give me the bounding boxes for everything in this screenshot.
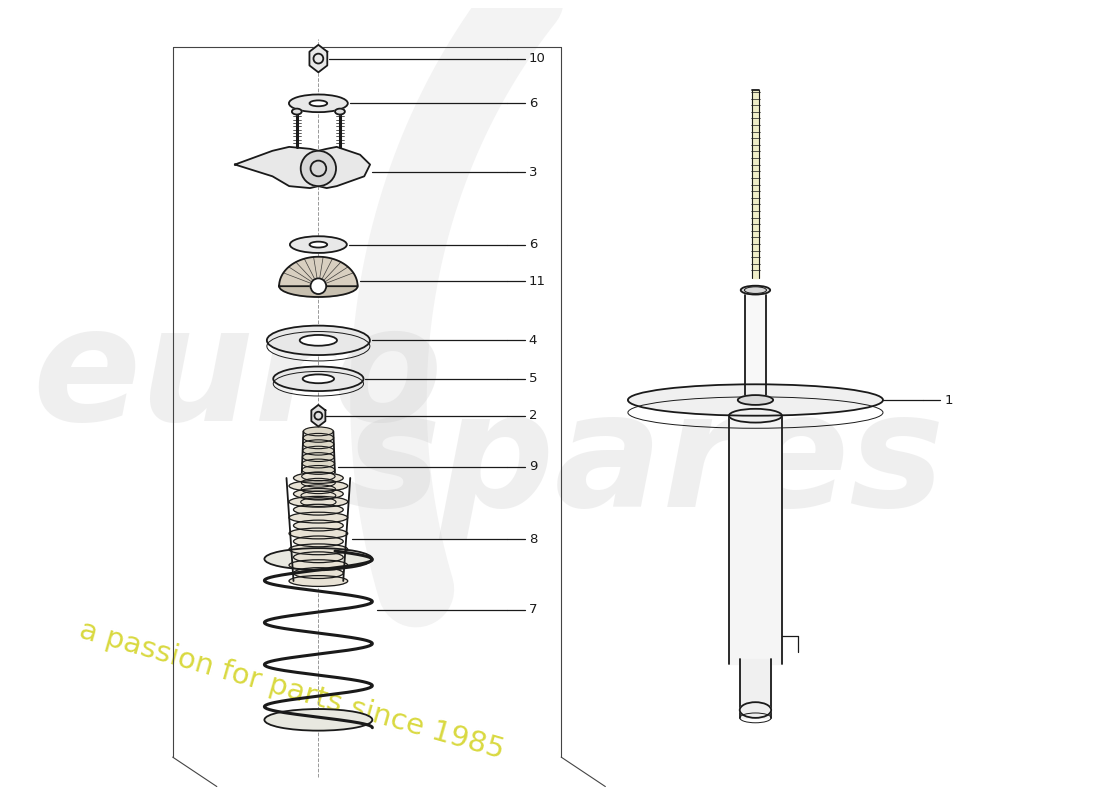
Text: 1: 1 <box>944 394 953 406</box>
Ellipse shape <box>628 384 883 416</box>
Ellipse shape <box>304 434 333 442</box>
Ellipse shape <box>289 560 348 570</box>
Ellipse shape <box>279 275 358 297</box>
Ellipse shape <box>301 478 336 487</box>
Text: a passion for parts since 1985: a passion for parts since 1985 <box>76 616 507 765</box>
Ellipse shape <box>301 466 334 474</box>
Ellipse shape <box>289 496 348 507</box>
Ellipse shape <box>264 709 372 730</box>
Ellipse shape <box>290 236 346 253</box>
Text: 11: 11 <box>529 274 546 288</box>
Ellipse shape <box>294 536 343 546</box>
Text: 9: 9 <box>529 460 537 474</box>
Text: 6: 6 <box>529 238 537 251</box>
Ellipse shape <box>294 504 343 515</box>
Ellipse shape <box>300 498 336 506</box>
Circle shape <box>300 151 336 186</box>
Ellipse shape <box>740 286 770 294</box>
Ellipse shape <box>294 489 343 499</box>
Bar <box>729 416 782 664</box>
Text: 5: 5 <box>529 372 537 386</box>
Ellipse shape <box>273 366 363 391</box>
Ellipse shape <box>302 440 334 449</box>
Text: 3: 3 <box>529 166 537 179</box>
Ellipse shape <box>301 485 336 494</box>
Ellipse shape <box>289 544 348 554</box>
Ellipse shape <box>289 481 348 491</box>
Text: 6: 6 <box>529 97 537 110</box>
Ellipse shape <box>289 94 348 112</box>
Polygon shape <box>309 45 328 72</box>
Bar <box>739 659 771 718</box>
Ellipse shape <box>299 335 337 346</box>
Ellipse shape <box>309 242 327 247</box>
Ellipse shape <box>267 326 370 355</box>
Ellipse shape <box>309 100 327 106</box>
Ellipse shape <box>302 453 334 462</box>
Text: 4: 4 <box>529 334 537 347</box>
Text: 10: 10 <box>529 52 546 65</box>
Ellipse shape <box>729 409 782 422</box>
Ellipse shape <box>289 528 348 539</box>
Ellipse shape <box>302 446 334 455</box>
Ellipse shape <box>302 374 334 383</box>
Ellipse shape <box>738 395 773 405</box>
Ellipse shape <box>294 473 343 483</box>
Circle shape <box>310 278 327 294</box>
Text: 8: 8 <box>529 533 537 546</box>
Ellipse shape <box>336 109 345 114</box>
Ellipse shape <box>739 702 771 718</box>
Ellipse shape <box>264 548 372 570</box>
Ellipse shape <box>292 109 301 114</box>
Polygon shape <box>235 147 370 188</box>
Text: 2: 2 <box>529 409 537 422</box>
Ellipse shape <box>294 552 343 562</box>
Polygon shape <box>311 405 326 426</box>
Ellipse shape <box>302 459 334 468</box>
Ellipse shape <box>301 472 336 481</box>
Ellipse shape <box>304 427 333 436</box>
Ellipse shape <box>294 568 343 578</box>
Ellipse shape <box>301 491 336 500</box>
Bar <box>751 90 759 278</box>
Ellipse shape <box>289 576 348 586</box>
Text: spares: spares <box>345 386 945 540</box>
Text: euro: euro <box>32 299 443 454</box>
Bar <box>745 295 767 395</box>
Polygon shape <box>279 257 358 286</box>
Text: 7: 7 <box>529 603 537 617</box>
Ellipse shape <box>289 512 348 523</box>
Ellipse shape <box>294 520 343 531</box>
